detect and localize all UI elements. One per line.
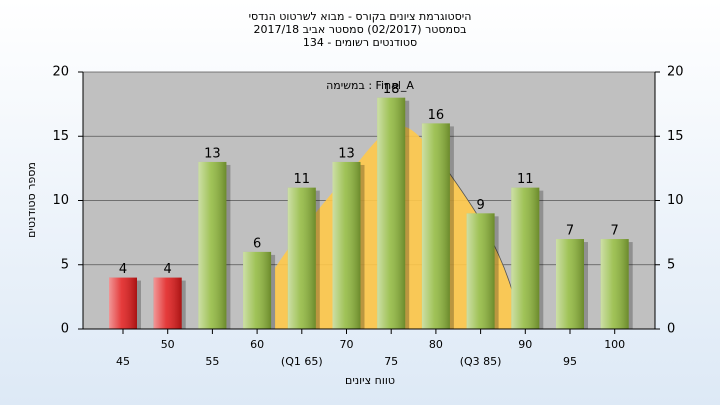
- y-tick-label: 10: [52, 193, 69, 208]
- y-axis-label: מספר סטודנטים: [25, 162, 38, 238]
- bar-shine: [198, 161, 227, 329]
- x-tick-label: (Q1 65): [281, 355, 323, 368]
- y2-tick-label: 0: [667, 322, 675, 337]
- bar-shine: [332, 161, 361, 329]
- bar-shine: [243, 251, 272, 329]
- x-tick-label: 80: [429, 338, 443, 351]
- x-tick-label: (Q3 85): [460, 355, 502, 368]
- x-tick-label: 90: [518, 338, 532, 351]
- y-tick-label: 15: [52, 129, 69, 144]
- x-tick-label: 95: [563, 355, 577, 368]
- value-label: 16: [428, 108, 445, 123]
- y2-tick-label: 20: [667, 65, 684, 80]
- x-tick-label: 50: [161, 338, 175, 351]
- value-label: 11: [517, 172, 534, 187]
- y2-tick-label: 10: [667, 193, 684, 208]
- bar-shine: [421, 123, 450, 330]
- bar-shine: [153, 277, 182, 329]
- x-tick-label: 55: [205, 355, 219, 368]
- bar-shine: [556, 239, 584, 329]
- chart-subtitle: סטודנטים רשומים - 134: [303, 36, 417, 49]
- chart-subtitle: בסמסטר (02/2017) סמסטר אביב 2017/18: [253, 23, 466, 36]
- y-tick-label: 5: [61, 257, 69, 272]
- bar-shine: [377, 97, 406, 329]
- bar-shine: [466, 213, 495, 329]
- bars: 4 4 13 6 11 13 18 16 9 11 7 7: [109, 82, 633, 330]
- x-tick-label: 70: [340, 338, 354, 351]
- y2-tick-label: 15: [667, 129, 684, 144]
- x-tick-label: 45: [116, 355, 130, 368]
- chart-title: היסטוגרמת ציונים בקורס - מבוא לשרטוט הנד…: [249, 10, 472, 23]
- value-label: 7: [611, 224, 619, 239]
- y-tick-label: 20: [52, 65, 69, 80]
- value-label: 4: [119, 262, 127, 277]
- value-label: 7: [566, 224, 574, 239]
- x-tick-label: 75: [384, 355, 398, 368]
- annotation: במשימה : Final_A: [326, 79, 414, 92]
- bar-shine: [600, 239, 629, 329]
- x-axis-label: טווח ציונים: [345, 374, 395, 387]
- value-label: 4: [164, 262, 172, 277]
- y2-tick-label: 5: [667, 257, 675, 272]
- bar-shine: [287, 187, 316, 329]
- bar-shine: [511, 187, 540, 329]
- x-tick-label: 100: [604, 338, 625, 351]
- y-tick-label: 0: [61, 322, 69, 337]
- value-label: 13: [338, 146, 355, 161]
- value-label: 6: [253, 236, 261, 251]
- value-label: 18: [383, 82, 400, 97]
- value-label: 9: [476, 198, 484, 213]
- value-label: 11: [294, 172, 311, 187]
- bar-shine: [109, 277, 137, 329]
- x-tick-label: 60: [250, 338, 264, 351]
- value-label: 13: [204, 146, 221, 161]
